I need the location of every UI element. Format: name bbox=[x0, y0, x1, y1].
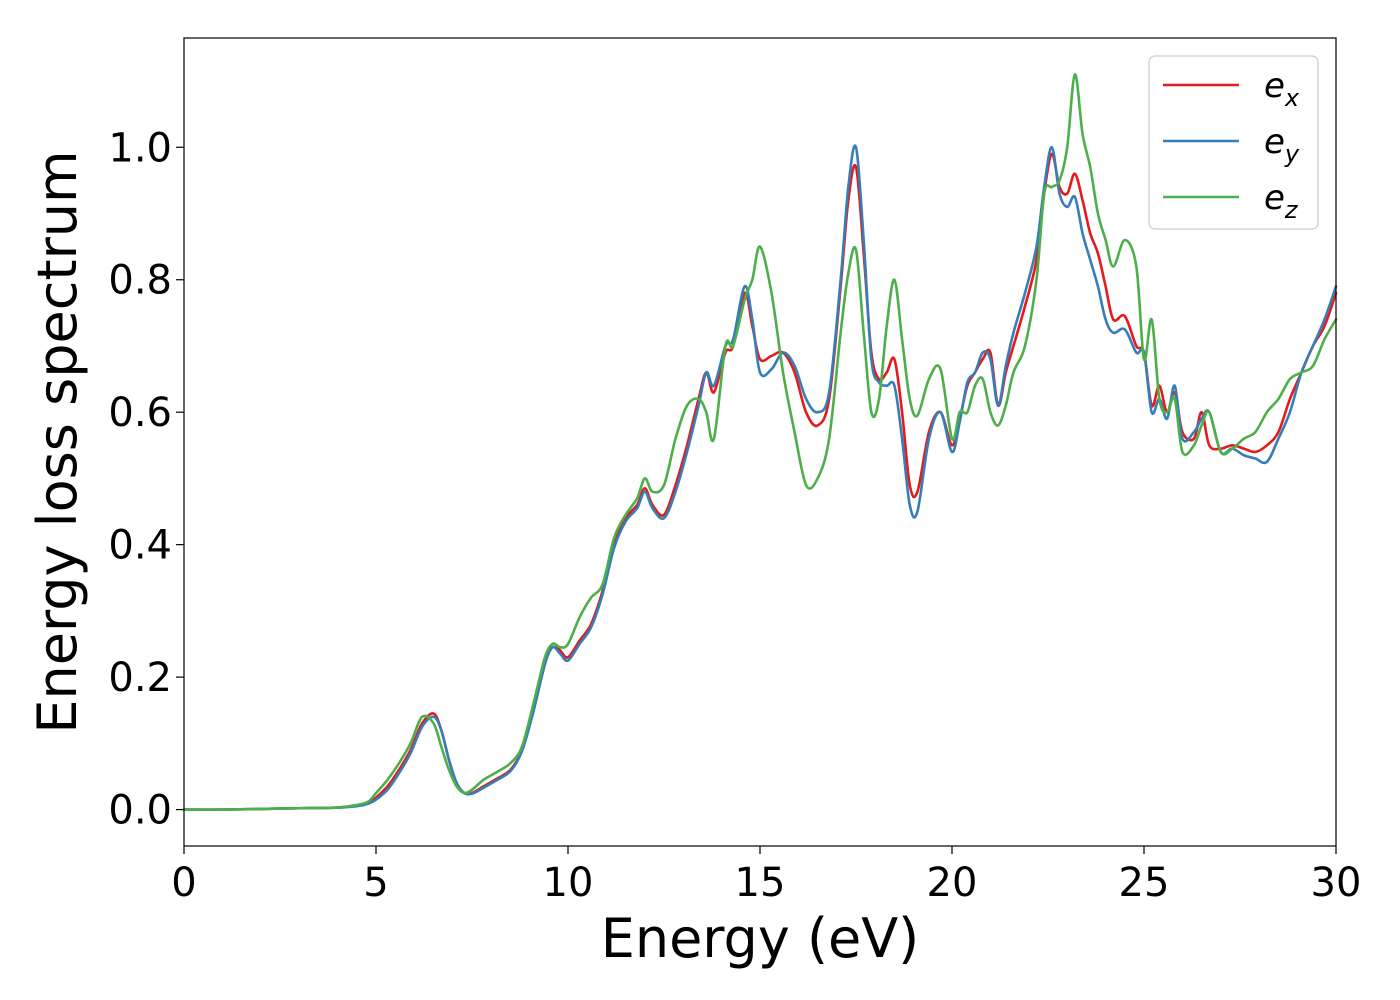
series-lines bbox=[182, 73, 1338, 811]
x-tick-label: 25 bbox=[1119, 860, 1170, 906]
x-tick-label: 20 bbox=[927, 860, 978, 906]
y-axis-ticks: 0.0 0.2 0.4 0.6 0.8 1.0 bbox=[108, 125, 184, 834]
x-axis-title: Energy (eV) bbox=[601, 907, 920, 970]
y-tick-label: 0.6 bbox=[108, 390, 172, 436]
legend-label-y: ey bbox=[1264, 122, 1300, 168]
legend: ex ey ez bbox=[1148, 55, 1319, 230]
series-line-e-z bbox=[182, 73, 1338, 811]
x-axis-ticks: 0 5 10 15 20 25 30 bbox=[171, 846, 1361, 906]
y-tick-label: 1.0 bbox=[108, 125, 172, 171]
x-tick-label: 10 bbox=[543, 860, 594, 906]
y-axis-title: Energy loss spectrum bbox=[26, 150, 89, 733]
y-tick-label: 0.0 bbox=[108, 788, 172, 834]
y-tick-label: 0.8 bbox=[108, 258, 172, 304]
y-tick-label: 0.4 bbox=[108, 523, 172, 569]
x-tick-label: 5 bbox=[363, 860, 388, 906]
series-line-e-y bbox=[182, 144, 1338, 811]
legend-label-x: ex bbox=[1264, 66, 1300, 112]
x-tick-label: 0 bbox=[171, 860, 196, 906]
x-tick-label: 15 bbox=[735, 860, 786, 906]
x-tick-label: 30 bbox=[1311, 860, 1362, 906]
legend-label-z: ez bbox=[1264, 178, 1299, 224]
y-tick-label: 0.2 bbox=[108, 655, 172, 701]
legend-box bbox=[1148, 55, 1319, 230]
